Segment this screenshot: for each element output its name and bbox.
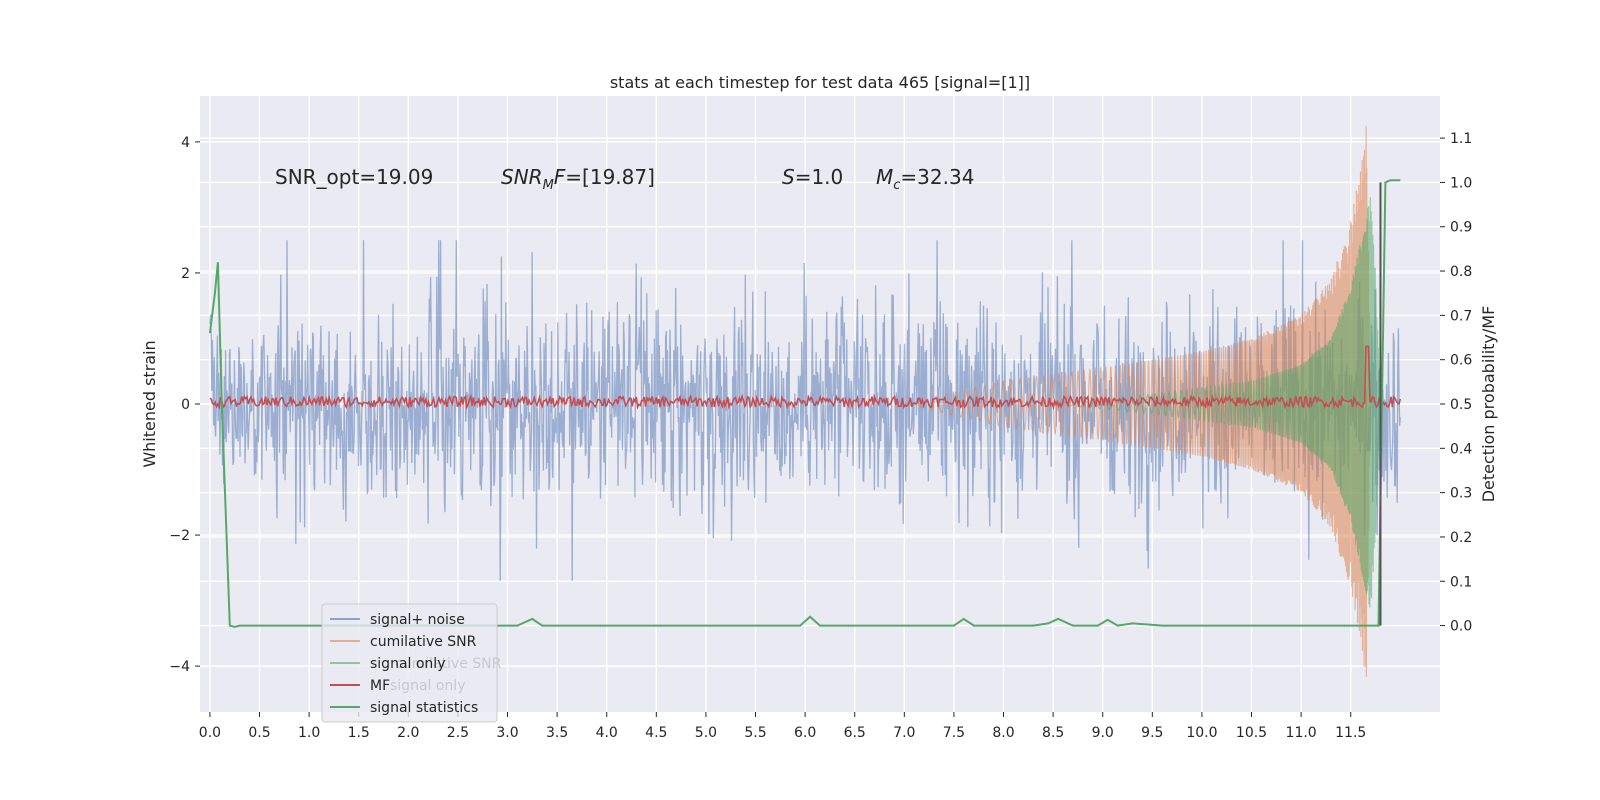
legend-ghost-2: signal only — [390, 678, 465, 694]
legend-label-signal-statistics: signal statistics — [370, 700, 478, 716]
x-tick-label: 5.0 — [695, 725, 717, 741]
x-tick-label: 4.0 — [596, 725, 618, 741]
x-tick-label: 11.5 — [1335, 725, 1366, 741]
annotation-snr-mf-f: F — [554, 165, 566, 189]
x-tick-label: 7.0 — [893, 725, 915, 741]
legend-label-mf: MF — [370, 678, 390, 694]
chirp-trace — [1053, 197, 1382, 608]
y2-tick-label: 0.6 — [1450, 353, 1472, 369]
x-tick-label: 10.5 — [1236, 725, 1267, 741]
annotation-snr-mf-sub: M — [543, 178, 554, 193]
annotation-mc-value: =32.34 — [900, 165, 974, 189]
annotation-snr-mf-label: SNR — [501, 165, 543, 189]
x-tick-label: 5.5 — [744, 725, 766, 741]
ticks: 0.0 0.5 1.0 1.5 2.0 2.5 3.0 3.5 4.0 4.5 5.0 5.5 6.0 6… — [169, 131, 1472, 741]
annotation-s-label: S — [782, 165, 795, 189]
x-tick-label: 3.5 — [546, 725, 568, 741]
annotations: SNR_opt=19.09 SNRMF=[19.87] S=1.0 Mc=32.… — [275, 165, 974, 193]
annotation-snr-mf: SNRMF=[19.87] — [501, 165, 655, 193]
x-tick-label: 8.0 — [992, 725, 1014, 741]
x-tick-label: 8.5 — [1042, 725, 1064, 741]
legend-label-signal-noise: signal+ noise — [370, 612, 465, 628]
y2-axis-label: Detection probability/MF — [1479, 306, 1498, 503]
x-tick-label: 0.0 — [199, 725, 221, 741]
annotation-s-value: =1.0 — [795, 165, 844, 189]
x-tick-label: 9.5 — [1141, 725, 1163, 741]
y2-tick-label: 1.1 — [1450, 131, 1472, 147]
legend-label-cumulative-snr: cumilative SNR — [370, 634, 477, 650]
x-tick-label: 7.5 — [943, 725, 965, 741]
y-tick-label: 4 — [181, 135, 190, 151]
y-tick-label: −4 — [169, 659, 190, 675]
statistics-trace — [208, 179, 1401, 628]
annotation-mc: Mc=32.34 — [876, 165, 974, 193]
x-tick-label: 11.0 — [1286, 725, 1317, 741]
chirp-trace — [904, 126, 1372, 677]
x-tick-label: 3.0 — [496, 725, 518, 741]
y-tick-label: 0 — [181, 397, 190, 413]
x-tick-label: 9.0 — [1092, 725, 1114, 741]
x-tick-label: 6.0 — [794, 725, 816, 741]
y-tick-label: −2 — [169, 528, 190, 544]
y2-tick-label: 0.1 — [1450, 574, 1472, 590]
y2-tick-label: 0.5 — [1450, 397, 1472, 413]
x-tick-label: 1.0 — [298, 725, 320, 741]
annotation-mc-sub: c — [893, 178, 900, 193]
y2-tick-label: 0.4 — [1450, 441, 1472, 457]
x-tick-label: 4.5 — [645, 725, 667, 741]
x-tick-label: 2.5 — [447, 725, 469, 741]
x-tick-label: 0.5 — [248, 725, 270, 741]
annotation-snr-opt-text: SNR_opt=19.09 — [275, 165, 433, 189]
x-tick-label: 10.0 — [1186, 725, 1217, 741]
y-tick-label: 2 — [181, 266, 190, 282]
series-signal-statistics — [208, 179, 1401, 628]
legend-frame — [321, 603, 498, 723]
annotation-s: S=1.0 — [782, 165, 843, 189]
series-cumilative-snr — [904, 126, 1372, 677]
y2-tick-label: 0.9 — [1450, 220, 1472, 236]
x-tick-label: 2.0 — [397, 725, 419, 741]
y-axis-label: Whitened strain — [140, 340, 159, 467]
x-tick-label: 1.5 — [348, 725, 370, 741]
annotation-mc-label: M — [876, 165, 893, 189]
legend-label-signal-only: signal only — [370, 656, 445, 672]
y2-tick-label: 0.2 — [1450, 530, 1472, 546]
mf-trace — [209, 345, 1402, 411]
series-signal-only — [1053, 197, 1382, 608]
annotation-snr-opt: SNR_opt=19.09 — [275, 165, 433, 189]
legend: cumilative SNR signal only signal+ noise… — [321, 603, 502, 723]
series-layer — [208, 126, 1402, 677]
y2-tick-label: 0.8 — [1450, 264, 1472, 280]
y2-tick-label: 0.3 — [1450, 486, 1472, 502]
y2-tick-label: 1.0 — [1450, 175, 1472, 191]
legend-ghost-1: cumilative SNR — [395, 656, 502, 672]
y2-tick-label: 0.7 — [1450, 308, 1472, 324]
annotation-snr-mf-value: =[19.87] — [565, 165, 655, 189]
series-mf — [209, 345, 1402, 411]
x-tick-label: 6.5 — [844, 725, 866, 741]
y2-tick-label: 0.0 — [1450, 619, 1472, 635]
chart-title: stats at each timestep for test data 465… — [610, 73, 1030, 92]
